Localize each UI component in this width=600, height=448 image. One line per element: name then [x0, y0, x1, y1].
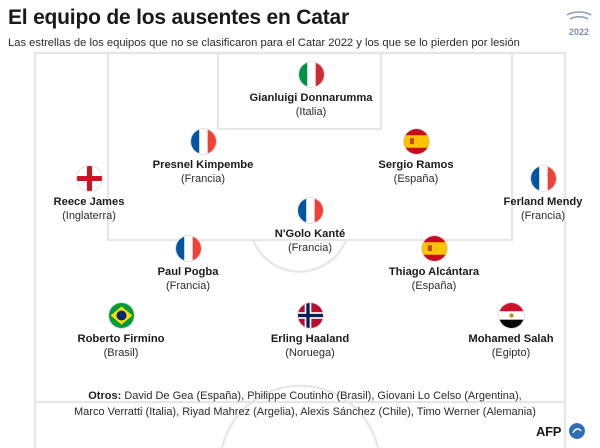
- player-team: (España): [393, 173, 439, 185]
- world-cup-2022-logo: 2022: [566, 11, 592, 37]
- brazil-flag-icon: [108, 303, 134, 328]
- player-center-back-right: Sergio Ramos (España): [331, 129, 501, 186]
- goal-area: [216, 51, 383, 131]
- player-team: (Noruega): [285, 347, 335, 359]
- player-name: N'Golo Kanté: [274, 228, 346, 240]
- norway-flag-icon: [297, 303, 323, 328]
- others-line-1: Otros: David De Gea (España), Philippe C…: [40, 388, 570, 404]
- player-name: Thiago Alcántara: [388, 266, 480, 278]
- others-text-1: David De Gea (España), Philippe Coutinho…: [124, 390, 522, 402]
- player-team: (Egipto): [491, 347, 531, 359]
- spain-flag-icon: [421, 236, 447, 261]
- other-players-note: Otros: David De Gea (España), Philippe C…: [40, 388, 570, 420]
- england-flag-icon: [76, 166, 102, 191]
- player-name: Gianluigi Donnarumma: [249, 92, 373, 104]
- player-forward-right: Mohamed Salah (Egipto): [426, 303, 596, 360]
- player-center-back-left: Presnel Kimpembe (Francia): [118, 129, 288, 186]
- france-flag-icon: [190, 129, 216, 154]
- player-name: Sergio Ramos: [378, 159, 454, 171]
- player-right-back: Reece James (Inglaterra): [4, 166, 174, 223]
- player-left-back: Ferland Mendy (Francia): [458, 166, 600, 223]
- player-midfielder-right: Thiago Alcántara (España): [349, 236, 519, 293]
- player-team: (Francia): [165, 280, 210, 292]
- player-name: Reece James: [53, 196, 125, 208]
- player-defensive-midfielder: N'Golo Kanté (Francia): [225, 198, 395, 255]
- player-name: Roberto Firmino: [77, 333, 165, 345]
- player-midfielder-left: Paul Pogba (Francia): [103, 236, 273, 293]
- player-team: (Francia): [520, 210, 565, 222]
- others-text-2: Marco Verratti (Italia), Riyad Mahrez (A…: [74, 406, 536, 418]
- player-name: Mohamed Salah: [468, 333, 554, 345]
- egypt-flag-icon: [498, 303, 524, 328]
- france-flag-icon: [175, 236, 201, 261]
- italy-flag-icon: [298, 62, 324, 87]
- player-team: (Inglaterra): [62, 210, 116, 222]
- afp-logo-icon: [569, 423, 585, 439]
- player-team: (Francia): [287, 242, 332, 254]
- penalty-arc: [251, 239, 348, 273]
- player-goalkeeper: Gianluigi Donnarumma (Italia): [226, 62, 396, 119]
- player-forward-left: Roberto Firmino (Brasil): [36, 303, 206, 360]
- player-team: (Italia): [295, 106, 327, 118]
- france-flag-icon: [530, 166, 556, 191]
- page-subtitle: Las estrellas de los equipos que no se c…: [8, 37, 520, 49]
- badge-year: 2022: [569, 27, 589, 37]
- player-name: Paul Pogba: [157, 266, 219, 278]
- afp-credit: AFP: [536, 424, 562, 439]
- player-name: Erling Haaland: [270, 333, 350, 345]
- player-striker: Erling Haaland (Noruega): [225, 303, 395, 360]
- others-label: Otros:: [88, 390, 122, 402]
- france-flag-icon: [297, 198, 323, 223]
- player-name: Ferland Mendy: [503, 196, 583, 208]
- player-team: (Brasil): [103, 347, 139, 359]
- page-title: El equipo de los ausentes en Catar: [8, 6, 349, 29]
- player-team: (España): [411, 280, 457, 292]
- center-circle: [220, 384, 380, 448]
- player-name: Presnel Kimpembe: [152, 159, 254, 171]
- player-team: (Francia): [180, 173, 225, 185]
- spain-flag-icon: [403, 129, 429, 154]
